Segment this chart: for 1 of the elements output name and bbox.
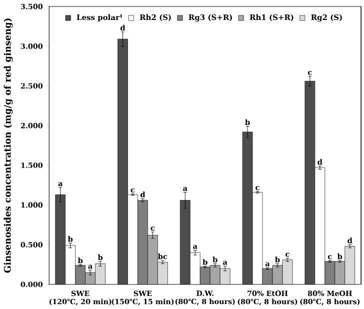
y-axis-title: Ginsenosides concentration (mg/g of red ginseng): [4, 18, 13, 273]
